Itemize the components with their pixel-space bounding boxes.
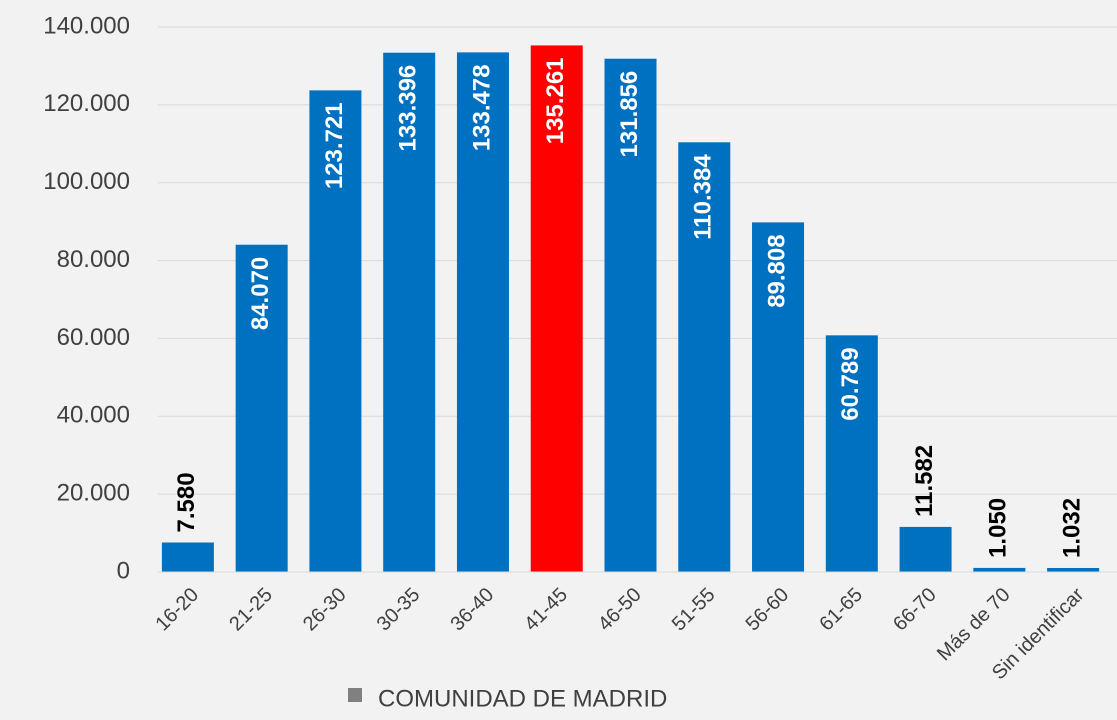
x-tick-label: 21-25: [225, 584, 277, 636]
value-label: 11.582: [911, 445, 938, 517]
x-tick-label: 51-55: [668, 584, 720, 636]
y-tick-label: 0: [117, 557, 130, 584]
bar: [973, 567, 1026, 572]
x-tick-label: 61-65: [815, 584, 867, 636]
legend-marker: [348, 688, 362, 702]
x-tick-label: 26-30: [299, 584, 351, 636]
y-tick-label: 100.000: [43, 168, 130, 195]
bar: [161, 542, 214, 572]
bar: [235, 244, 288, 573]
value-label: 110.384: [690, 154, 717, 240]
value-label: 89.808: [763, 234, 790, 307]
bar: [604, 58, 657, 572]
bar: [1047, 567, 1100, 572]
y-tick-label: 80.000: [57, 246, 130, 273]
bar: [456, 52, 509, 572]
bar: [383, 52, 436, 572]
value-label: 7.580: [173, 472, 200, 532]
bar: [530, 45, 583, 573]
x-tick-label: 41-45: [520, 584, 572, 636]
value-label: 133.478: [468, 64, 495, 151]
value-label: 84.070: [247, 257, 274, 330]
bar: [678, 142, 731, 572]
y-tick-label: 60.000: [57, 324, 130, 351]
value-label: 135.261: [542, 57, 569, 144]
x-tick-label: 46-50: [594, 584, 646, 636]
y-tick-label: 140.000: [43, 12, 130, 39]
y-tick-label: 120.000: [43, 90, 130, 117]
value-label: 60.789: [837, 347, 864, 420]
value-label: 1.050: [985, 498, 1012, 558]
legend-label: COMUNIDAD DE MADRID: [378, 685, 667, 712]
value-label: 131.856: [616, 71, 643, 158]
x-tick-label: 66-70: [889, 584, 941, 636]
y-tick-label: 20.000: [57, 479, 130, 506]
y-tick-label: 40.000: [57, 402, 130, 429]
bar: [899, 526, 952, 572]
value-label: 123.721: [321, 102, 348, 189]
x-tick-label: 36-40: [447, 584, 499, 636]
bar: [309, 90, 362, 572]
bar: [752, 222, 805, 572]
x-tick-label: 56-60: [742, 584, 794, 636]
x-tick-label: 30-35: [373, 584, 425, 636]
bar: [825, 335, 878, 572]
x-tick-label: 16-20: [151, 584, 203, 636]
value-label: 133.396: [395, 65, 422, 152]
value-label: 1.032: [1058, 498, 1085, 558]
